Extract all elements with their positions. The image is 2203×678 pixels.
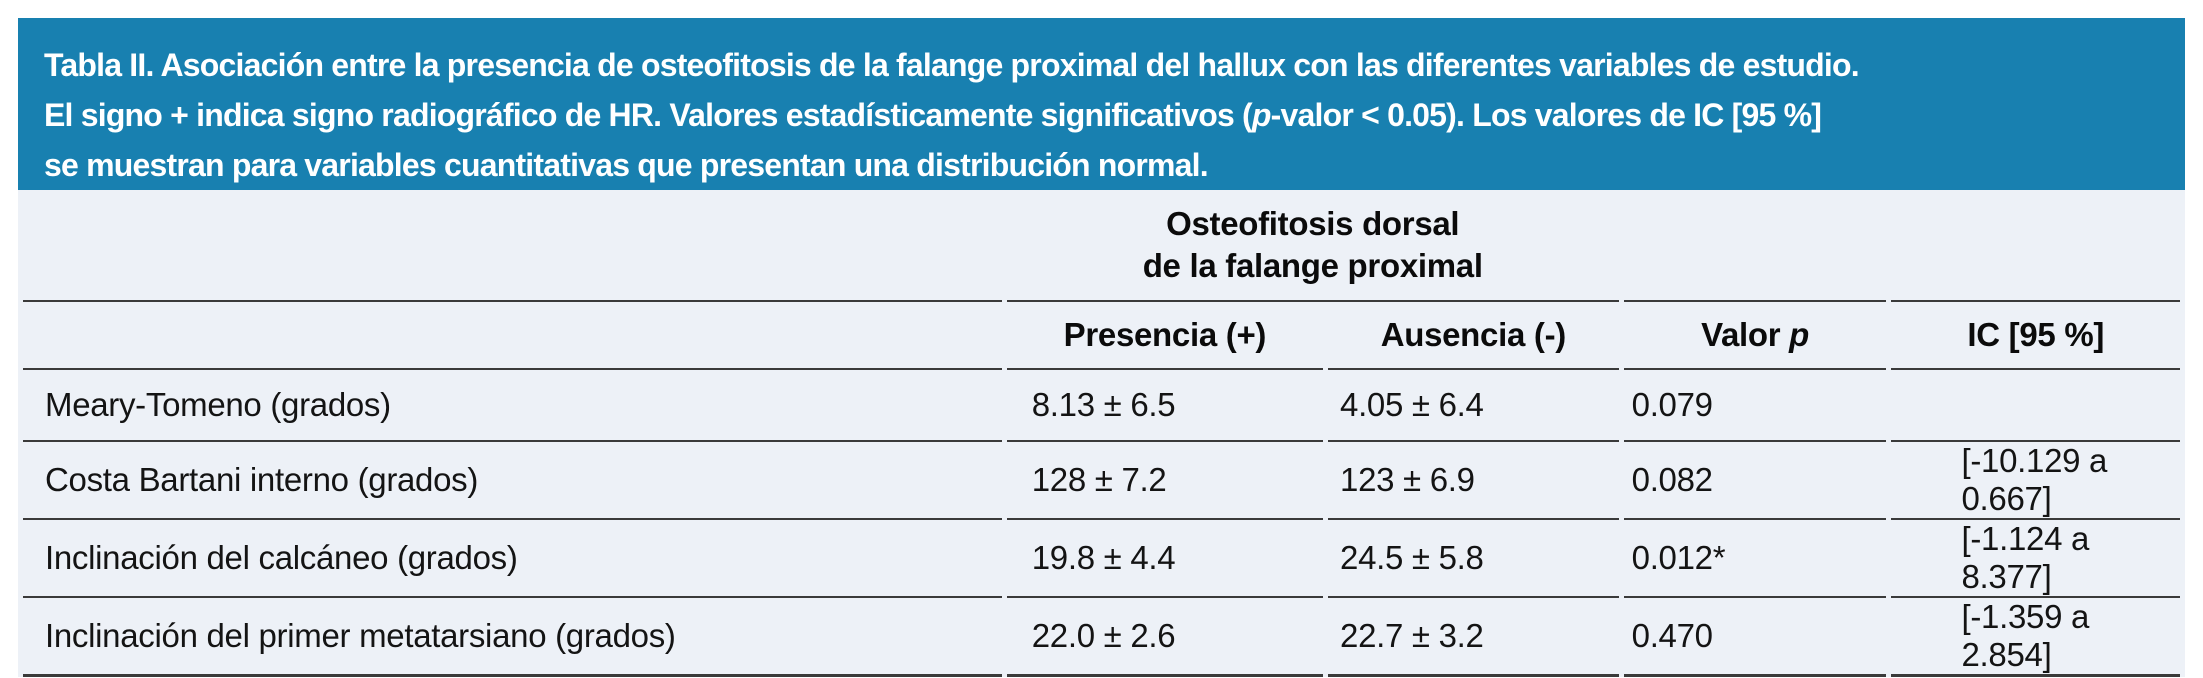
cell-presencia: 128 ± 7.2 [1006, 442, 1324, 520]
caption-line-2-pre: El signo + indica signo radiográfico de … [44, 97, 1253, 133]
results-table-body: Meary-Tomeno (grados) 8.13 ± 6.5 4.05 ± … [23, 370, 2180, 677]
col-header-ausencia: Ausencia (-) [1328, 302, 1619, 370]
group-header-spacer-ic [1891, 190, 2180, 302]
cell-ausencia: 24.5 ± 5.8 [1328, 520, 1619, 598]
row-variable-label: Costa Bartani interno (grados) [23, 442, 1002, 520]
column-header-row: Presencia (+) Ausencia (-) Valor p IC [9… [23, 302, 2180, 370]
row-variable-label: Meary-Tomeno (grados) [23, 370, 1002, 442]
row-variable-label: Inclinación del calcáneo (grados) [23, 520, 1002, 598]
cell-ic: [-1.359 a 2.854] [1891, 598, 2180, 677]
group-header-row: Osteofitosis dorsal de la falange proxim… [23, 190, 2180, 302]
caption-line-1: Tabla II. Asociación entre la presencia … [44, 47, 1860, 83]
group-header: Osteofitosis dorsal de la falange proxim… [1006, 190, 1619, 302]
table-row-costa-bartani: Costa Bartani interno (grados) 128 ± 7.2… [23, 442, 2180, 520]
table-row-inclinacion-calcaneo: Inclinación del calcáneo (grados) 19.8 ±… [23, 520, 2180, 598]
group-header-spacer-p [1623, 190, 1887, 302]
table-row-meary-tomeno: Meary-Tomeno (grados) 8.13 ± 6.5 4.05 ± … [23, 370, 2180, 442]
results-table: Osteofitosis dorsal de la falange proxim… [18, 190, 2185, 677]
table-row-inclinacion-primer-metatarsiano: Inclinación del primer metatarsiano (gra… [23, 598, 2180, 677]
cell-ausencia: 4.05 ± 6.4 [1328, 370, 1619, 442]
table-caption-band: Tabla II. Asociación entre la presencia … [18, 18, 2185, 190]
col-header-presencia: Presencia (+) [1006, 302, 1324, 370]
cell-valor-p: 0.082 [1623, 442, 1887, 520]
caption-line-3: se muestran para variables cuantitativas… [44, 147, 1209, 183]
cell-valor-p: 0.079 [1623, 370, 1887, 442]
cell-valor-p: 0.012* [1623, 520, 1887, 598]
cell-ausencia: 22.7 ± 3.2 [1328, 598, 1619, 677]
col-header-variable [23, 302, 1002, 370]
group-header-line-1: Osteofitosis dorsal [1166, 205, 1460, 242]
cell-presencia: 22.0 ± 2.6 [1006, 598, 1324, 677]
caption-line-2: El signo + indica signo radiográfico de … [44, 90, 2159, 140]
cell-presencia: 8.13 ± 6.5 [1006, 370, 1324, 442]
group-header-spacer-left [23, 190, 1002, 302]
cell-ic [1891, 370, 2180, 442]
row-variable-label: Inclinación del primer metatarsiano (gra… [23, 598, 1002, 677]
cell-ausencia: 123 ± 6.9 [1328, 442, 1619, 520]
col-header-valor-p-text: Valor [1701, 316, 1790, 353]
cell-valor-p: 0.470 [1623, 598, 1887, 677]
cell-presencia: 19.8 ± 4.4 [1006, 520, 1324, 598]
col-header-valor-p: Valor p [1623, 302, 1887, 370]
group-header-line-2: de la falange proximal [1142, 247, 1483, 284]
cell-ic: [-10.129 a 0.667] [1891, 442, 2180, 520]
cell-ic: [-1.124 a 8.377] [1891, 520, 2180, 598]
caption-line-2-post: -valor < 0.05). Los valores de IC [95 %] [1270, 97, 1822, 133]
col-header-ic: IC [95 %] [1891, 302, 2180, 370]
col-header-valor-p-italic: p [1789, 316, 1810, 353]
caption-italic-p: p [1251, 97, 1272, 133]
